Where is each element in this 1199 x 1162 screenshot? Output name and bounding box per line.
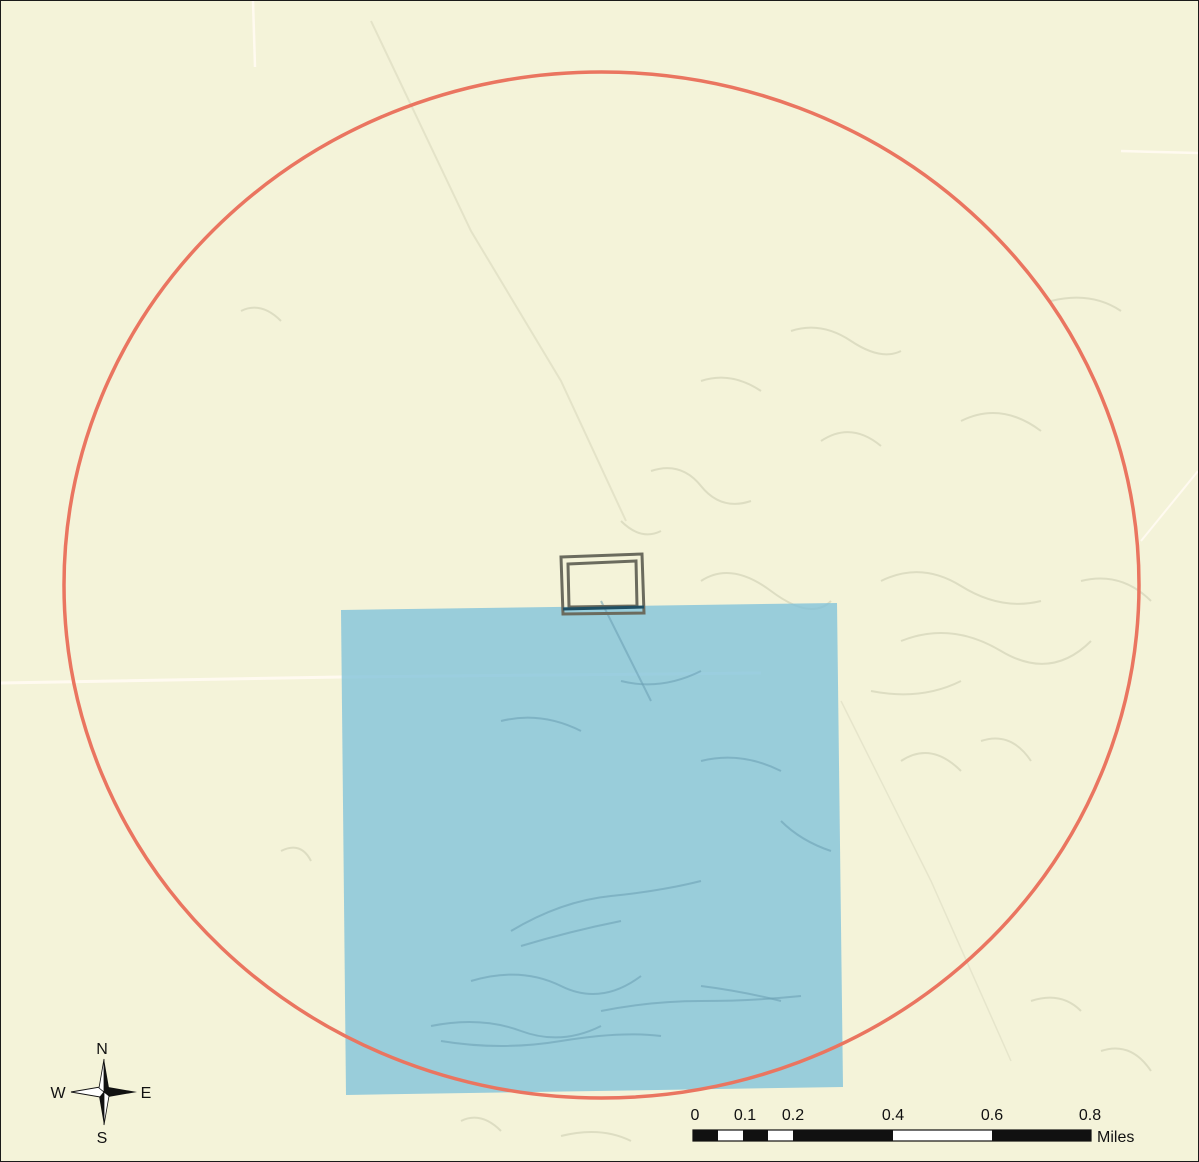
- buffer-ring[interactable]: [62, 70, 1141, 1100]
- site-outline[interactable]: [559, 552, 646, 616]
- blue-study-area[interactable]: [341, 603, 843, 1095]
- compass-rose-icon: [70, 1058, 137, 1126]
- scale-unit-label: Miles: [1097, 1129, 1134, 1146]
- west-label: W: [50, 1085, 66, 1102]
- track-northeast: [1140, 470, 1198, 542]
- track-diagonal: [370, 20, 627, 522]
- south-label: S: [97, 1130, 108, 1147]
- scale-bar: 0 0.1 0.2 0.4 0.6 0.8 Miles: [691, 1107, 1135, 1146]
- road-east-spur: [1120, 149, 1198, 155]
- east-label: E: [141, 1085, 152, 1102]
- north-label: N: [96, 1041, 108, 1058]
- track-southeast: [840, 700, 1012, 1062]
- scale-tick-4: 0.6: [981, 1107, 1003, 1124]
- road-north-spur: [251, 1, 257, 68]
- scale-tick-1: 0.1: [734, 1107, 756, 1124]
- north-arrow: N S E W: [50, 1041, 151, 1147]
- scale-tick-2: 0.2: [782, 1107, 804, 1124]
- scale-tick-0: 0: [691, 1107, 700, 1124]
- scale-tick-5: 0.8: [1079, 1107, 1101, 1124]
- terrain-shading: [240, 296, 1152, 1142]
- scale-tick-3: 0.4: [882, 1107, 904, 1124]
- blue-area-terrain: [430, 600, 832, 1047]
